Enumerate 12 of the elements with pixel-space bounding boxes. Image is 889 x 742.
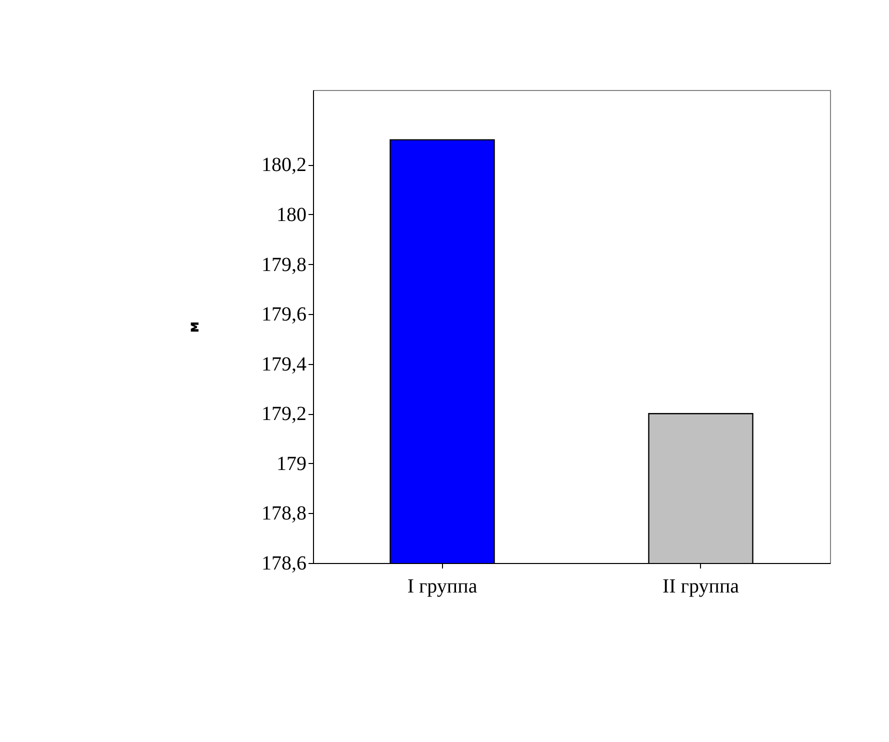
y-tick-label: 179,6 (262, 304, 306, 326)
y-tick-label: 178,6 (262, 552, 306, 574)
x-tick-label: II группа (662, 576, 740, 598)
y-tick-label: 178,8 (262, 502, 306, 525)
y-tick-label: 179,2 (262, 403, 306, 426)
x-tick-label: I группа (407, 576, 478, 598)
y-tick-label: 179,8 (262, 254, 306, 276)
y-tick-label: 179 (276, 452, 306, 475)
y-tick-label: 180,2 (262, 154, 306, 176)
y-axis-title: м (186, 321, 202, 333)
y-tick-label: 179,4 (262, 353, 306, 376)
y-tick-label: 180 (276, 204, 306, 226)
